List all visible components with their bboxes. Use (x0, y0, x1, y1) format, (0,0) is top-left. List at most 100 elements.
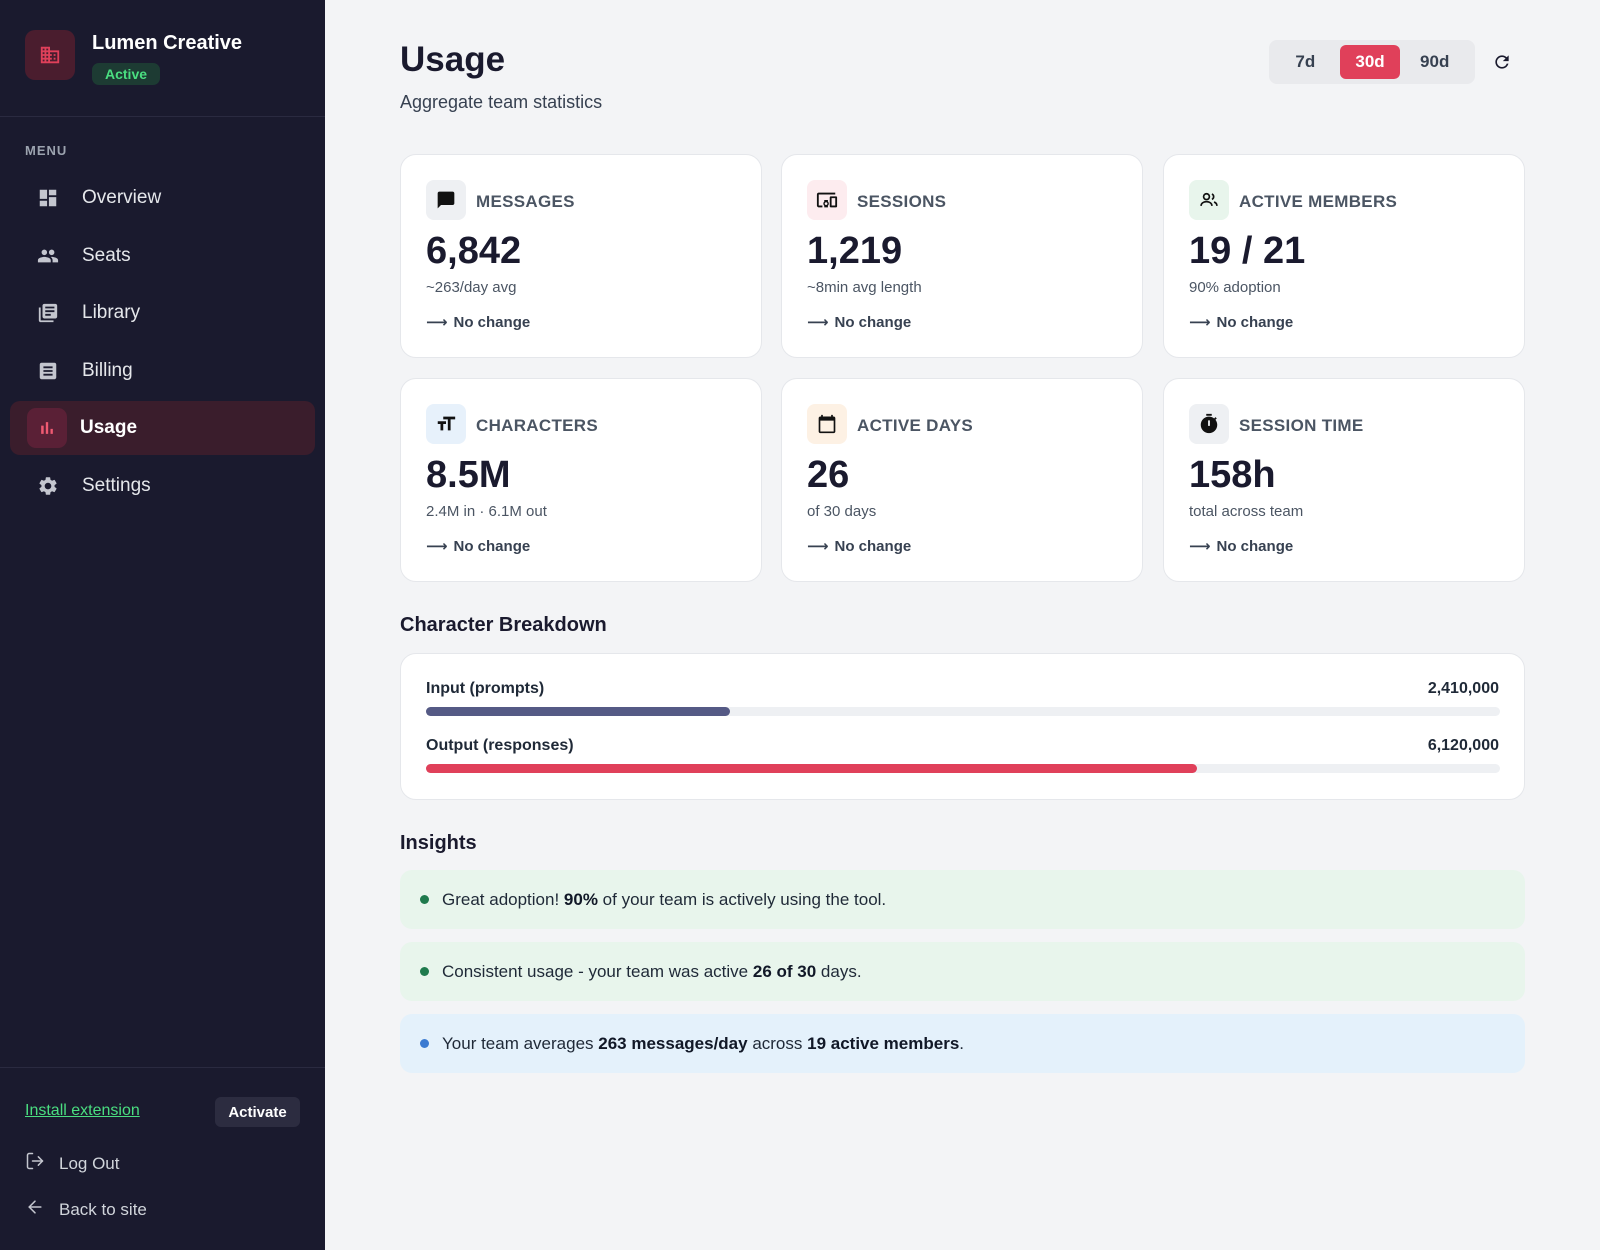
stat-label: SESSION TIME (1239, 416, 1364, 435)
bullet-dot (420, 967, 429, 976)
sidebar-item-label: Seats (82, 244, 131, 266)
stat-value: 8.5M (426, 454, 511, 496)
sidebar-item-settings[interactable]: Settings (10, 459, 315, 513)
breakdown-input-label: Input (prompts) (426, 680, 545, 697)
breakdown-card: Input (prompts) 2,410,000 Output (respon… (400, 653, 1525, 800)
receipt-icon (37, 360, 59, 382)
arrow-right-icon: ⟶ (807, 314, 829, 331)
breakdown-output-track (426, 764, 1500, 773)
stat-card-sessions: SESSIONS 1,219 ~8min avg length ⟶ No chan… (781, 154, 1143, 358)
breakdown-input-track (426, 707, 1500, 716)
devices-icon (807, 180, 847, 220)
stat-card-active-members: ACTIVE MEMBERS 19 / 21 90% adoption ⟶ No … (1163, 154, 1525, 358)
stat-change: ⟶ No change (1189, 313, 1294, 332)
insight-text: Your team averages 263 messages/day acro… (442, 1033, 965, 1053)
breakdown-output-bar (426, 764, 1198, 773)
stat-card-messages: MESSAGES 6,842 ~263/day avg ⟶ No change (400, 154, 762, 358)
sidebar-item-seats[interactable]: Seats (10, 229, 315, 283)
sidebar-item-label: Billing (82, 359, 133, 381)
stat-card-active-days: ACTIVE DAYS 26 of 30 days ⟶ No change (781, 378, 1143, 582)
back-to-site-link[interactable]: Back to site (25, 1197, 147, 1222)
stat-label: CHARACTERS (476, 416, 598, 435)
stat-label: ACTIVE DAYS (857, 416, 974, 435)
range-30d-button[interactable]: 30d (1339, 45, 1401, 79)
sidebar-item-billing[interactable]: Billing (10, 344, 315, 398)
sidebar-item-label: Usage (80, 417, 138, 438)
status-badge: Active (92, 63, 161, 85)
breakdown-output-label: Output (responses) (426, 737, 574, 754)
breakdown-input-bar (426, 707, 730, 716)
bullet-dot (420, 1039, 429, 1048)
stat-value: 1,219 (807, 230, 903, 272)
stat-change: ⟶ No change (807, 537, 912, 556)
sidebar-item-label: Overview (82, 187, 162, 208)
sidebar: Lumen Creative Active MENU Overview Seat… (0, 0, 325, 1250)
refresh-icon[interactable] (1490, 50, 1514, 74)
back-to-site-label: Back to site (59, 1199, 147, 1219)
range-selector: 7d 30d 90d (1269, 40, 1475, 84)
sidebar-item-library[interactable]: Library (10, 286, 315, 340)
page-subtitle: Aggregate team statistics (400, 92, 603, 112)
sidebar-item-label: Settings (82, 474, 151, 496)
arrow-left-icon (25, 1197, 45, 1222)
breakdown-title: Character Breakdown (400, 614, 607, 636)
range-7d-button[interactable]: 7d (1275, 45, 1336, 79)
arrow-right-icon: ⟶ (426, 314, 448, 331)
insight-item: Consistent usage - your team was active … (400, 942, 1525, 1001)
logout-link[interactable]: Log Out (25, 1151, 120, 1176)
stat-label: ACTIVE MEMBERS (1239, 192, 1398, 211)
stat-sub: 90% adoption (1189, 279, 1281, 296)
insight-text: Great adoption! 90% of your team is acti… (442, 889, 887, 909)
range-90d-button[interactable]: 90d (1404, 45, 1465, 79)
stat-change: ⟶ No change (426, 537, 531, 556)
arrow-right-icon: ⟶ (807, 538, 829, 555)
bar-chart-icon (27, 408, 67, 448)
arrow-right-icon: ⟶ (426, 538, 448, 555)
install-extension-link[interactable]: Install extension (25, 1102, 140, 1119)
stat-sub: ~263/day avg (426, 279, 517, 296)
sidebar-item-overview[interactable]: Overview (10, 171, 315, 225)
chat-icon (426, 180, 466, 220)
arrow-right-icon: ⟶ (1189, 314, 1211, 331)
stat-label: MESSAGES (476, 192, 575, 211)
insight-item: Great adoption! 90% of your team is acti… (400, 870, 1525, 929)
timer-icon (1189, 404, 1229, 444)
stat-change: ⟶ No change (1189, 537, 1294, 556)
bullet-dot (420, 895, 429, 904)
main-content: Usage Aggregate team statistics 7d 30d 9… (325, 0, 1600, 1250)
stat-sub: total across team (1189, 503, 1304, 520)
brand: Lumen Creative Active (25, 30, 242, 85)
stat-change: ⟶ No change (426, 313, 531, 332)
calendar-icon (807, 404, 847, 444)
sidebar-item-usage[interactable]: Usage (10, 401, 315, 455)
insight-item: Your team averages 263 messages/day acro… (400, 1014, 1525, 1073)
insight-text: Consistent usage - your team was active … (442, 961, 862, 981)
stat-value: 26 (807, 454, 850, 496)
stat-sub: of 30 days (807, 503, 877, 520)
breakdown-input-value: 2,410,000 (1427, 680, 1499, 697)
stat-change: ⟶ No change (807, 313, 912, 332)
building-icon (25, 30, 75, 80)
sidebar-nav: Overview Seats Library Billing Usage (10, 171, 315, 516)
people-icon (37, 245, 59, 267)
members-icon (1189, 180, 1229, 220)
stat-card-characters: CHARACTERS 8.5M 2.4M in · 6.1M out ⟶ No c… (400, 378, 762, 582)
stat-label: SESSIONS (857, 192, 947, 211)
activate-button[interactable]: Activate (215, 1097, 300, 1127)
dashboard-icon (37, 187, 59, 209)
logout-icon (25, 1151, 45, 1176)
page-title: Usage (400, 40, 506, 79)
text-size-icon (426, 404, 466, 444)
stat-value: 158h (1189, 454, 1276, 496)
stat-card-session-time: SESSION TIME 158h total across team ⟶ No … (1163, 378, 1525, 582)
brand-name: Lumen Creative (92, 32, 243, 54)
menu-heading: MENU (25, 143, 68, 158)
stat-value: 6,842 (426, 230, 522, 272)
divider (0, 1067, 325, 1068)
breakdown-output-value: 6,120,000 (1427, 737, 1499, 754)
insights-title: Insights (400, 832, 477, 854)
gear-icon (37, 475, 59, 497)
stat-sub: ~8min avg length (807, 279, 922, 296)
divider (0, 116, 325, 117)
arrow-right-icon: ⟶ (1189, 538, 1211, 555)
